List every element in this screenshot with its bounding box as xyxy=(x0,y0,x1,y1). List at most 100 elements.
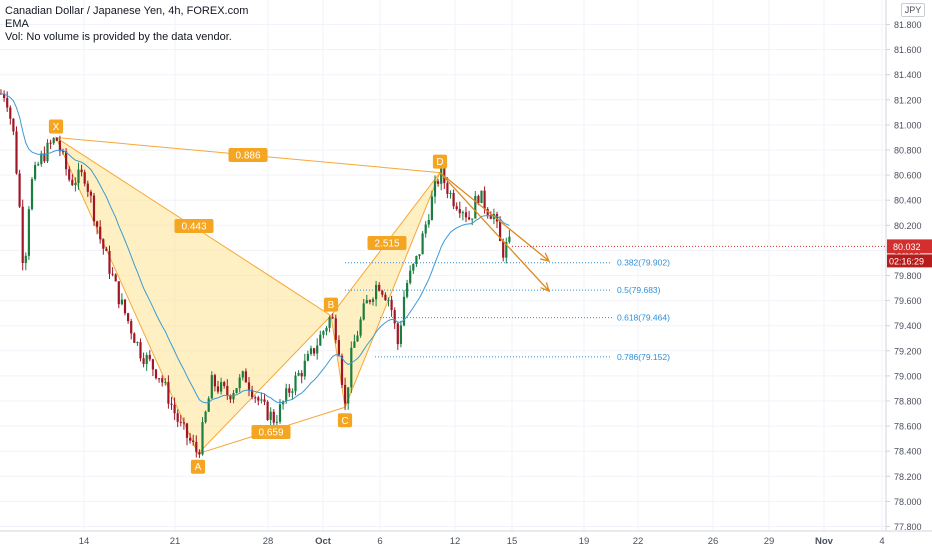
price-tick-label: 81.800 xyxy=(894,20,922,30)
candle-body xyxy=(272,411,275,423)
candle-body xyxy=(275,421,278,423)
candle-body xyxy=(378,284,381,291)
candle-body xyxy=(207,398,210,412)
candle-body xyxy=(427,219,430,225)
candle-body xyxy=(387,299,390,301)
candle-body xyxy=(483,190,486,210)
candle-body xyxy=(393,310,396,324)
candle-body xyxy=(201,422,204,455)
ratio-label: 0.886 xyxy=(235,151,260,162)
time-tick-label: 21 xyxy=(170,536,181,547)
point-label-a-box xyxy=(190,459,206,474)
fib-level-label: 0.382(79.902) xyxy=(617,258,670,268)
price-tick-label: 79.800 xyxy=(894,271,922,281)
ema-polyline xyxy=(0,93,510,404)
candle-body xyxy=(130,321,133,334)
candle-body xyxy=(300,373,303,377)
candle-body xyxy=(226,385,229,396)
ratio-label: 2.515 xyxy=(374,239,399,250)
time-axis[interactable]: 14 21 28 Oct 6 12 15 19 22 26 29 Nov 4 xyxy=(0,530,932,547)
pattern-labels: X A B C D 0.886 0.443 0.659 2.515 xyxy=(48,119,448,474)
candle-body xyxy=(99,226,102,240)
candle-body xyxy=(43,153,46,162)
candle-body xyxy=(176,413,179,422)
candle-body xyxy=(347,387,350,404)
candle-body xyxy=(257,397,260,401)
ema-indicator-label[interactable]: EMA xyxy=(5,18,29,30)
candle-body xyxy=(15,131,18,174)
candle-body xyxy=(409,270,412,284)
candle-body xyxy=(102,239,105,249)
time-tick-label: 19 xyxy=(579,536,590,547)
price-tick-label: 79.400 xyxy=(894,321,922,331)
candle-body xyxy=(440,167,443,184)
price-tick-label: 81.600 xyxy=(894,45,922,55)
candle-body xyxy=(415,256,418,265)
ratio-label: 0.659 xyxy=(258,428,283,439)
candle-body xyxy=(446,183,449,194)
candle-body xyxy=(508,236,511,243)
time-tick-label: 6 xyxy=(377,536,382,547)
price-tick-label: 78.400 xyxy=(894,447,922,457)
projection-arrows[interactable] xyxy=(439,172,551,293)
candle-body xyxy=(371,299,375,302)
candle-body xyxy=(89,191,92,196)
projection-arrow-upper-head xyxy=(540,252,551,262)
point-label-d-box xyxy=(432,154,448,169)
candle-body xyxy=(499,221,502,242)
candle-body xyxy=(328,317,331,328)
candle-body xyxy=(350,347,353,388)
candle-body xyxy=(80,169,83,173)
candle-body xyxy=(164,382,167,384)
candle-body xyxy=(251,389,254,398)
candle-body xyxy=(40,153,43,165)
volume-indicator-label[interactable]: Vol: No volume is provided by the data v… xyxy=(5,31,232,43)
candle-body xyxy=(269,411,272,420)
time-tick-label: 26 xyxy=(708,536,719,547)
fib-levels[interactable]: 0.382(79.902) 0.5(79.683) 0.618(79.464) 0.7… xyxy=(345,258,670,362)
candle-body xyxy=(424,224,427,234)
candle-body xyxy=(452,192,455,207)
point-label-c: C xyxy=(341,416,348,427)
candle-body xyxy=(216,386,220,392)
candle-body xyxy=(322,331,325,335)
candle-body xyxy=(396,323,399,345)
candle-body xyxy=(461,212,464,214)
projection-arrow-lower-head xyxy=(540,282,551,293)
candle-body xyxy=(96,221,99,227)
candle-body xyxy=(223,382,226,386)
candle-body xyxy=(133,333,136,343)
candle-body xyxy=(263,399,266,402)
candle-body xyxy=(474,195,477,219)
candle-body xyxy=(356,335,359,342)
candle-body xyxy=(136,342,139,344)
candle-body xyxy=(127,313,130,322)
point-label-c-box xyxy=(337,413,353,428)
candle-body xyxy=(418,254,421,257)
time-tick-label: 14 xyxy=(79,536,90,547)
candle-body xyxy=(421,233,424,255)
candle-body xyxy=(316,345,319,354)
candle-body xyxy=(170,403,173,405)
point-label-d: D xyxy=(436,157,443,168)
candle-body xyxy=(353,341,356,348)
currency-tag[interactable]: JPY xyxy=(901,3,925,17)
candle-body xyxy=(123,299,127,314)
candle-body xyxy=(61,151,65,153)
candle-body xyxy=(77,169,80,184)
candle-body xyxy=(412,264,415,271)
candle-body xyxy=(3,93,6,99)
fib-level-label: 0.5(79.683) xyxy=(617,285,661,295)
candle-body xyxy=(68,169,71,180)
candle-body xyxy=(505,242,508,258)
candle-body xyxy=(291,391,294,393)
candle-body xyxy=(18,173,21,207)
candle-body xyxy=(433,181,437,197)
chart-legend: Canadian Dollar / Japanese Yen, 4h, FORE… xyxy=(5,5,248,44)
point-label-a: A xyxy=(195,462,202,473)
candle-body xyxy=(306,353,309,361)
symbol-title[interactable]: Canadian Dollar / Japanese Yen, 4h, FORE… xyxy=(5,5,249,17)
candle-body xyxy=(65,151,68,170)
time-tick-label: 29 xyxy=(764,536,775,547)
